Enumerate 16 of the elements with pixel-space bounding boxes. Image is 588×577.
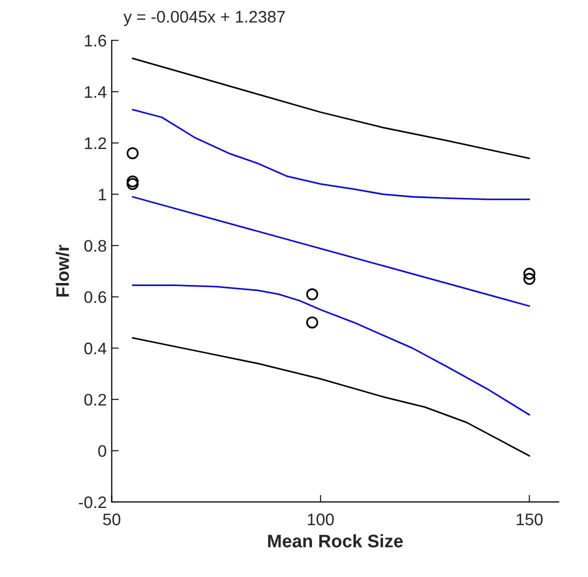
- y-tick-label: 1.6: [84, 34, 106, 47]
- text: y = -0.0045x + 1.2387: [124, 10, 285, 26]
- y-tick-label: 0.4: [84, 342, 106, 354]
- x-tick-label: 50: [103, 514, 120, 526]
- y-axis-title: Flow/r: [56, 244, 70, 297]
- y-tick-label: 1.4: [84, 86, 106, 98]
- y-tick-label: 1: [98, 188, 106, 200]
- y-tick-label: 1.2: [84, 137, 106, 150]
- y-tick-label: 0.6: [84, 291, 106, 304]
- y-tick-label: 0: [98, 445, 106, 457]
- x-tick-label: 100: [308, 514, 334, 526]
- x-axis-title: Mean Rock Size: [268, 534, 403, 548]
- y-tick-label: 0.2: [84, 394, 106, 406]
- y-tick-label: -0.2: [78, 496, 106, 508]
- y-tick-label: 0.8: [84, 240, 106, 252]
- x-tick-label: 150: [516, 514, 543, 526]
